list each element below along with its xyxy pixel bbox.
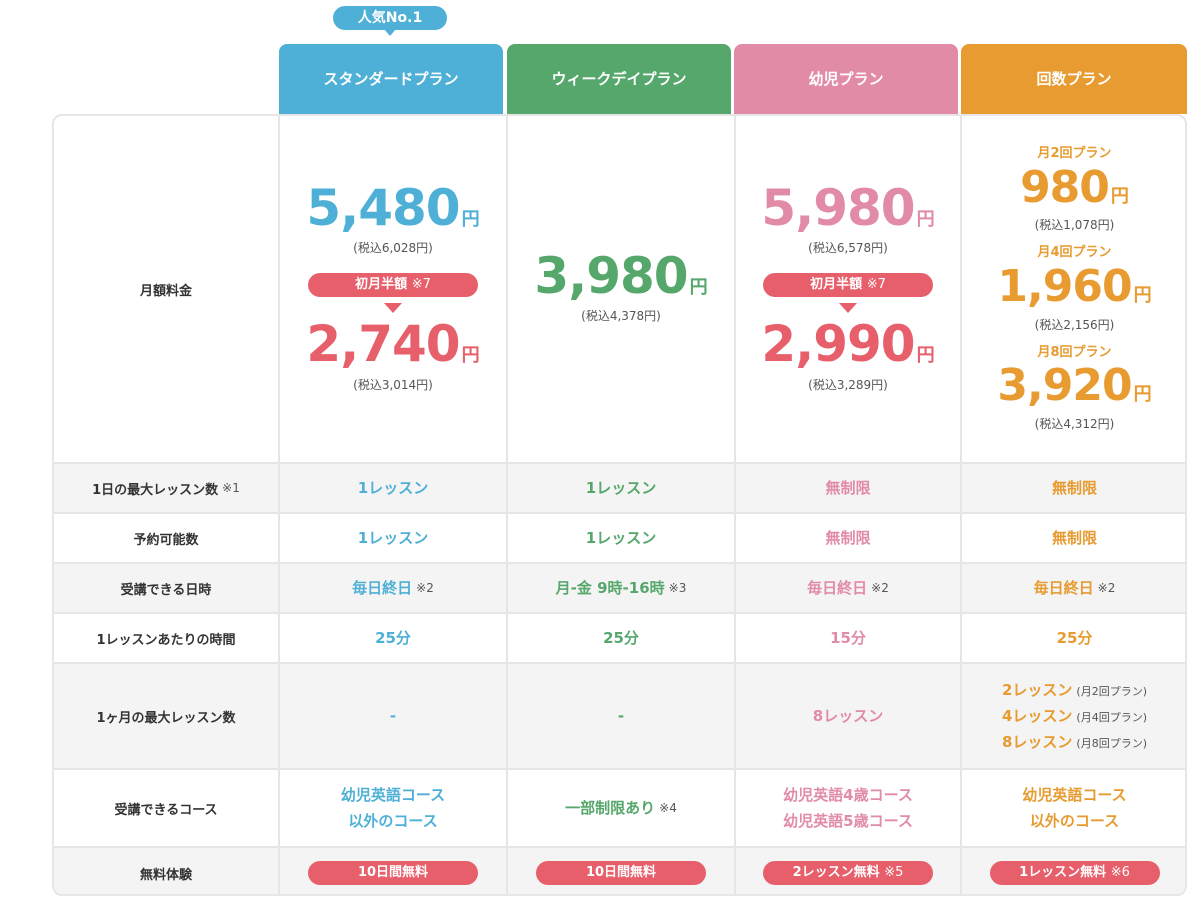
trial-cell-count: 1レッスン無料 ※6 (962, 848, 1185, 894)
row-label-max-monthly: 1ヶ月の最大レッスン数 (96, 710, 236, 726)
plan-header-kids: 幼児プラン (734, 44, 958, 114)
row-label-max-daily: 1日の最大レッスン数 ※1 (92, 481, 240, 498)
plan-header-weekday: ウィークデイプラン (507, 44, 731, 114)
standard-half-price: 2,740 円 (税込3,014円) (306, 315, 480, 392)
count-plan-8: 月8回プラン 3,920 円 (税込4,312円) (997, 344, 1152, 431)
row-trial: 無料体験 10日間無料 10日間無料 2レッスン無料 ※5 1レッスン無料 ※6 (54, 848, 1185, 894)
row-max-monthly: 1ヶ月の最大レッスン数 - - 8レッスン 2レッスン (月2回プラン) 4レッス… (54, 664, 1185, 770)
price-cell-kids: 5,980 円 (税込6,578円) 初月半額 ※7 2,990 円 (税込3,28… (736, 116, 960, 462)
courses-kids: 幼児英語4歳コース 幼児英語5歳コース (783, 785, 913, 830)
max-daily-kids: 無制限 (825, 478, 871, 497)
plan-header-count: 回数プラン (961, 44, 1187, 114)
trial-cell-standard: 10日間無料 (280, 848, 506, 894)
down-arrow-icon (839, 303, 857, 313)
row-label-schedule: 受講できる日時 (120, 582, 212, 598)
max-daily-standard: 1レッスン (357, 478, 429, 497)
pricing-table: 月額料金 5,480 円 (税込6,028円) 初月半額 ※7 2,740 円 (税… (52, 114, 1187, 896)
price-cell-weekday: 3,980 円 (税込4,378円) (508, 116, 734, 462)
trial-cell-kids: 2レッスン無料 ※5 (736, 848, 960, 894)
row-duration: 1レッスンあたりの時間 25分 25分 15分 25分 (54, 614, 1185, 664)
schedule-kids: 毎日終日 ※2 (807, 578, 889, 597)
kids-half-price: 2,990 円 (税込3,289円) (761, 315, 935, 392)
duration-standard: 25分 (375, 628, 411, 647)
reservations-count: 無制限 (1051, 528, 1097, 547)
popular-badge: 人気No.1 (333, 6, 447, 30)
down-arrow-icon (384, 303, 402, 313)
count-plan-2: 月2回プラン 980 円 (税込1,078円) (1020, 146, 1129, 233)
popular-badge-pointer (384, 29, 396, 36)
half-price-badge-kids: 初月半額 ※7 (763, 273, 933, 297)
trial-badge-kids: 2レッスン無料 ※5 (763, 861, 933, 885)
weekday-price-block: 3,980 円 (税込4,378円) (534, 246, 708, 324)
row-courses: 受講できるコース 幼児英語コース 以外のコース 一部制限あり ※4 幼児英語4歳コ… (54, 770, 1185, 848)
max-daily-count: 無制限 (1051, 478, 1097, 497)
half-price-badge-standard: 初月半額 ※7 (308, 273, 478, 297)
row-label-monthly: 月額料金 (54, 116, 278, 462)
max-monthly-count-2: 2レッスン (月2回プラン) (1001, 680, 1148, 699)
trial-badge-standard: 10日間無料 (308, 861, 478, 885)
schedule-count: 毎日終日 ※2 (1033, 578, 1116, 597)
price-cell-standard: 5,480 円 (税込6,028円) 初月半額 ※7 2,740 円 (税込3,01… (280, 116, 506, 462)
row-label-trial: 無料体験 (139, 867, 192, 883)
kids-regular-price: 5,980 円 (税込6,578円) (761, 178, 935, 256)
weekday-price: 3,980 (534, 246, 688, 305)
duration-count: 25分 (1056, 628, 1093, 647)
standard-price: 5,480 (306, 178, 460, 237)
plan-header-standard: スタンダードプラン (279, 44, 503, 114)
trial-badge-count: 1レッスン無料 ※6 (989, 861, 1160, 885)
price-cell-count: 月2回プラン 980 円 (税込1,078円) 月4回プラン 1,960 円 (税込… (962, 116, 1185, 462)
max-monthly-count: 2レッスン (月2回プラン) 4レッスン (月4回プラン) 8レッスン (月8回プラン… (962, 664, 1185, 768)
trial-badge-weekday: 10日間無料 (536, 861, 706, 885)
max-monthly-standard: - (389, 706, 397, 725)
max-daily-weekday: 1レッスン (585, 478, 657, 497)
row-schedule: 受講できる日時 毎日終日 ※2 月-金 9時-16時 ※3 毎日終日 ※2 毎日終日 ※… (54, 564, 1185, 614)
courses-weekday: 一部制限あり ※4 (565, 798, 677, 817)
row-label-courses: 受講できるコース (114, 802, 218, 818)
schedule-standard: 毎日終日 ※2 (352, 578, 434, 597)
standard-tax: (税込6,028円) (353, 241, 433, 255)
row-reservations: 予約可能数 1レッスン 1レッスン 無制限 無制限 (54, 514, 1185, 564)
duration-kids: 15分 (830, 628, 866, 647)
max-monthly-count-4: 4レッスン (月4回プラン) (1001, 706, 1148, 725)
courses-standard: 幼児英語コース 以外のコース (340, 785, 446, 830)
count-plan-4: 月4回プラン 1,960 円 (税込2,156円) (997, 245, 1152, 332)
reservations-kids: 無制限 (825, 528, 871, 547)
max-monthly-weekday: - (617, 706, 625, 725)
max-monthly-kids: 8レッスン (812, 706, 884, 725)
row-max-daily: 1日の最大レッスン数 ※1 1レッスン 1レッスン 無制限 無制限 (54, 464, 1185, 514)
reservations-standard: 1レッスン (357, 528, 429, 547)
row-label-duration: 1レッスンあたりの時間 (96, 632, 236, 648)
reservations-weekday: 1レッスン (585, 528, 657, 547)
row-label-reservations: 予約可能数 (133, 532, 199, 548)
duration-weekday: 25分 (603, 628, 639, 647)
standard-regular-price: 5,480 円 (税込6,028円) (306, 183, 479, 260)
schedule-weekday: 月-金 9時-16時 ※3 (555, 578, 687, 597)
row-monthly-price: 月額料金 5,480 円 (税込6,028円) 初月半額 ※7 2,740 円 (税… (54, 116, 1185, 464)
courses-count: 幼児英語コース 以外のコース (1022, 785, 1127, 830)
trial-cell-weekday: 10日間無料 (508, 848, 734, 894)
max-monthly-count-8: 8レッスン (月8回プラン) (1001, 733, 1148, 752)
